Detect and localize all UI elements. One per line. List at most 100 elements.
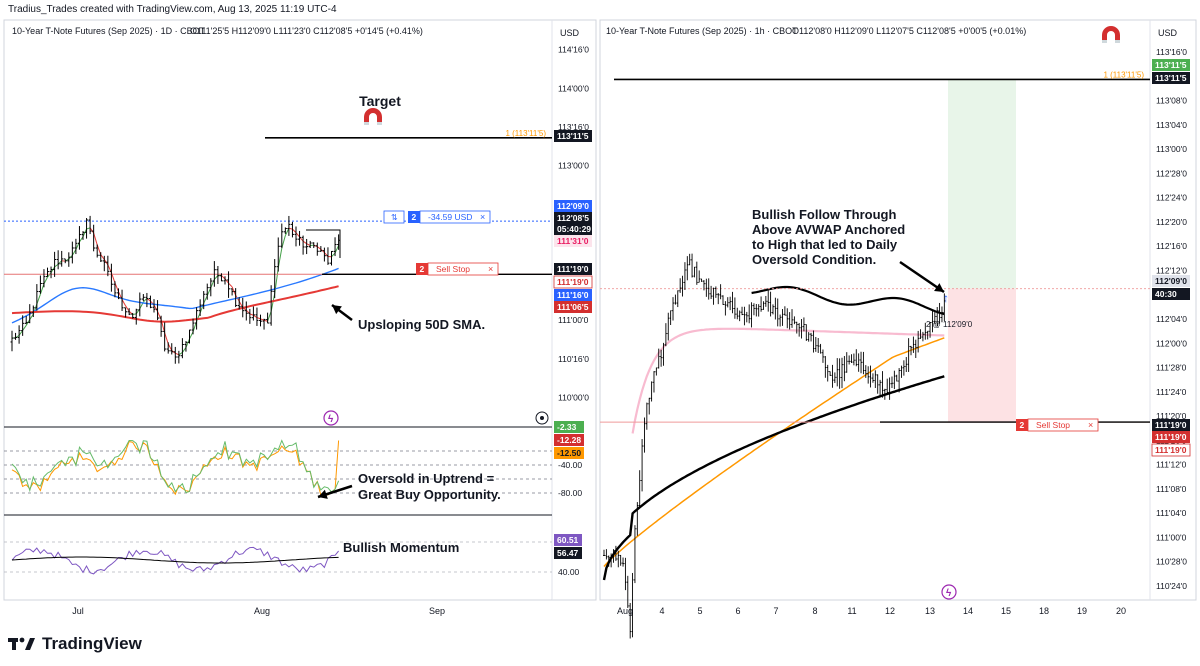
daily-price-badge-2-bg: [554, 212, 592, 224]
hourly-x-label-8: 13: [925, 606, 935, 616]
daily-position-widget-close-icon[interactable]: ×: [480, 212, 485, 222]
daily-price-badge-5-bg: [554, 263, 592, 275]
daily-short-ma-seg-41: [153, 304, 158, 312]
hourly-sell-stop-widget[interactable]: 2 Sell Stop ×: [1016, 418, 1099, 432]
daily-short-ma-seg-88: [320, 248, 325, 253]
daily-sma-red-line: [11, 285, 339, 323]
osc1-badge-2: -12.50: [557, 448, 581, 458]
daily-price-badge-4: 111'31'0: [557, 236, 589, 246]
daily-short-ma-seg-38: [142, 297, 148, 303]
daily-short-ma-seg-13: [54, 263, 59, 268]
hourly-price-badge-2-bg: [1152, 275, 1190, 287]
hourly-avwap-anchored-line: [751, 285, 945, 316]
hourly-x-label-12: 19: [1077, 606, 1087, 616]
hourly-x-label-0: Aug: [617, 606, 633, 616]
hourly-y-tick-12: 112'00'0: [1156, 338, 1187, 348]
daily-y-tick-1: 114'00'0: [558, 83, 589, 93]
daily-position-widget-label-bg: [419, 210, 491, 224]
hourly-y-tick-8: 112'16'0: [1156, 241, 1187, 251]
oversold-annotation-line-1: Oversold in Uptrend =: [358, 471, 495, 486]
target-annotation: Target: [359, 93, 401, 109]
daily-short-ma-seg-12: [50, 266, 56, 273]
hourly-ohlc-readout: O112'08'0 H112'09'0 L112'07'5 C112'08'5 …: [792, 26, 1026, 36]
hourly-magnet-icon-pole-left: [1102, 40, 1107, 43]
daily-short-ma-seg-20: [79, 236, 84, 243]
daily-short-ma-seg-79: [288, 227, 293, 230]
daily-price-badge-7-bg: [554, 289, 592, 301]
daily-position-widget-reverse-button[interactable]: [383, 210, 405, 224]
hourly-y-tick-20: 111'00'0: [1156, 532, 1187, 542]
osc2-badge-0-bg: [554, 534, 582, 546]
hourly-y-tick-4: 113'00'0: [1156, 144, 1187, 154]
daily-short-ma-seg-30: [114, 282, 119, 292]
daily-magnet-icon-pole-right: [377, 122, 382, 125]
hourly-arrow-head: [934, 283, 944, 292]
hourly-y-tick-9: 112'12'0: [1156, 265, 1187, 275]
hourly-x-label-9: 14: [963, 606, 973, 616]
momentum-annotation: Bullish Momentum: [343, 540, 459, 555]
daily-price-badge-6: 111'19'0: [557, 277, 589, 287]
attribution-header: Tradius_Trades created with TradingView.…: [8, 4, 337, 15]
osc1-tick-1: -80.00: [558, 488, 582, 498]
daily-short-ma-seg-81: [295, 232, 300, 238]
daily-short-ma-seg-58: [213, 275, 219, 280]
hourly-y-tick-11: 112'04'0: [1156, 314, 1187, 324]
daily-short-ma-seg-18: [71, 249, 77, 256]
oversold-annotation-line-2: Great Buy Opportunity.: [358, 487, 501, 502]
daily-short-ma-seg-27: [103, 259, 109, 266]
daily-short-ma-seg-17: [68, 254, 73, 260]
hourly-magnet-icon-pole-right: [1115, 40, 1120, 43]
hourly-target-label: 1 (113'11'5): [1103, 70, 1144, 79]
daily-sell-stop-widget[interactable]: 2 Sell Stop ×: [416, 262, 499, 276]
daily-magnet-icon: [364, 108, 382, 125]
daily-price-badge-3-bg: [554, 223, 592, 235]
daily-price-badge-7: 111'16'0: [557, 290, 589, 300]
daily-position-widget[interactable]: ⇅ 2 -34.59 USD ×: [383, 210, 491, 224]
daily-short-ma-seg-77: [281, 235, 286, 249]
hourly-y-tick-21: 110'28'0: [1156, 557, 1187, 567]
daily-y-tick-2: 113'16'0: [558, 122, 589, 132]
daily-range-bracket: [306, 229, 341, 258]
daily-sell-stop-widget-label-bg: [427, 262, 499, 276]
hourly-target-zone: [948, 79, 1016, 289]
daily-chart-frame: [3, 19, 597, 601]
daily-short-ma-seg-10: [43, 276, 48, 285]
daily-short-ma-seg-51: [189, 331, 194, 340]
daily-short-ma-seg-47: [175, 352, 180, 356]
daily-sell-stop-widget-close-icon[interactable]: ×: [488, 264, 493, 274]
daily-lightning-icon-ring: [323, 410, 339, 426]
hourly-lightning-icon-ring: [941, 584, 957, 600]
hourly-price-badge-5: 111'19'0: [1155, 432, 1187, 442]
daily-magnet-icon-pole-left: [364, 122, 369, 125]
hourly-entry-label: 2 @ 112'09'0: [926, 320, 973, 329]
daily-short-ma-seg-45: [167, 343, 173, 351]
hourly-price-badge-6-bg: [1151, 443, 1191, 457]
daily-price-badge-1-bg: [554, 200, 592, 212]
daily-short-ma-seg-44: [164, 332, 169, 344]
daily-short-ma-seg-71: [260, 318, 265, 321]
osc1-badge-1-bg: [554, 434, 584, 446]
daily-short-ma-seg-26: [100, 254, 105, 260]
hourly-y-tick-19: 111'04'0: [1156, 508, 1187, 518]
daily-short-ma-seg-6: [29, 314, 34, 320]
tradingview-logo: TradingView: [8, 634, 142, 654]
osc2-badge-0: 60.51: [557, 535, 579, 545]
daily-y-tick-7: 111'00'0: [558, 315, 589, 325]
daily-short-ma-seg-5: [25, 319, 31, 326]
hourly-sell-stop-widget-close-icon[interactable]: ×: [1088, 420, 1093, 430]
daily-y-tick-0: 114'16'0: [558, 45, 589, 55]
daily-y-tick-8: 110'16'0: [558, 354, 589, 364]
daily-short-ma-seg-32: [121, 299, 127, 307]
daily-short-ma-seg-63: [231, 286, 237, 296]
daily-lightning-icon-glyph: ϟ: [328, 414, 334, 425]
hourly-x-label-13: 20: [1116, 606, 1126, 616]
hourly-currency-label: USD: [1158, 28, 1178, 38]
daily-y-tick-3: 113'00'0: [558, 161, 589, 171]
hourly-price-badge-6: 111'19'0: [1155, 445, 1187, 455]
sma-annotation: Upsloping 50D SMA.: [358, 317, 485, 332]
daily-short-ma-seg-4: [22, 325, 27, 331]
daily-short-ma-seg-35: [132, 313, 137, 315]
daily-50d-sma-line: [11, 267, 339, 324]
daily-x-label-2: Sep: [429, 606, 445, 616]
